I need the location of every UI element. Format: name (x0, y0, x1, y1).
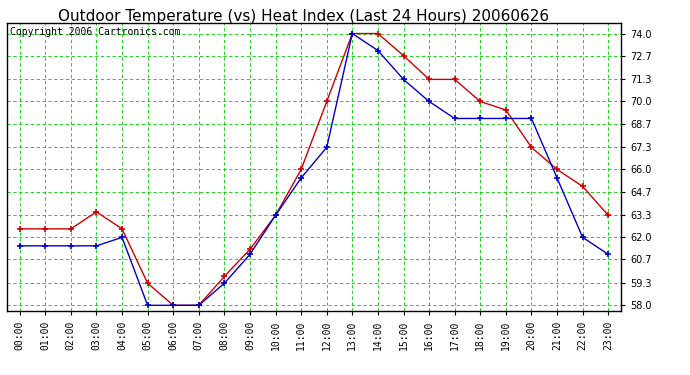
Text: Copyright 2006 Cartronics.com: Copyright 2006 Cartronics.com (10, 27, 180, 37)
Text: Outdoor Temperature (vs) Heat Index (Last 24 Hours) 20060626: Outdoor Temperature (vs) Heat Index (Las… (58, 9, 549, 24)
